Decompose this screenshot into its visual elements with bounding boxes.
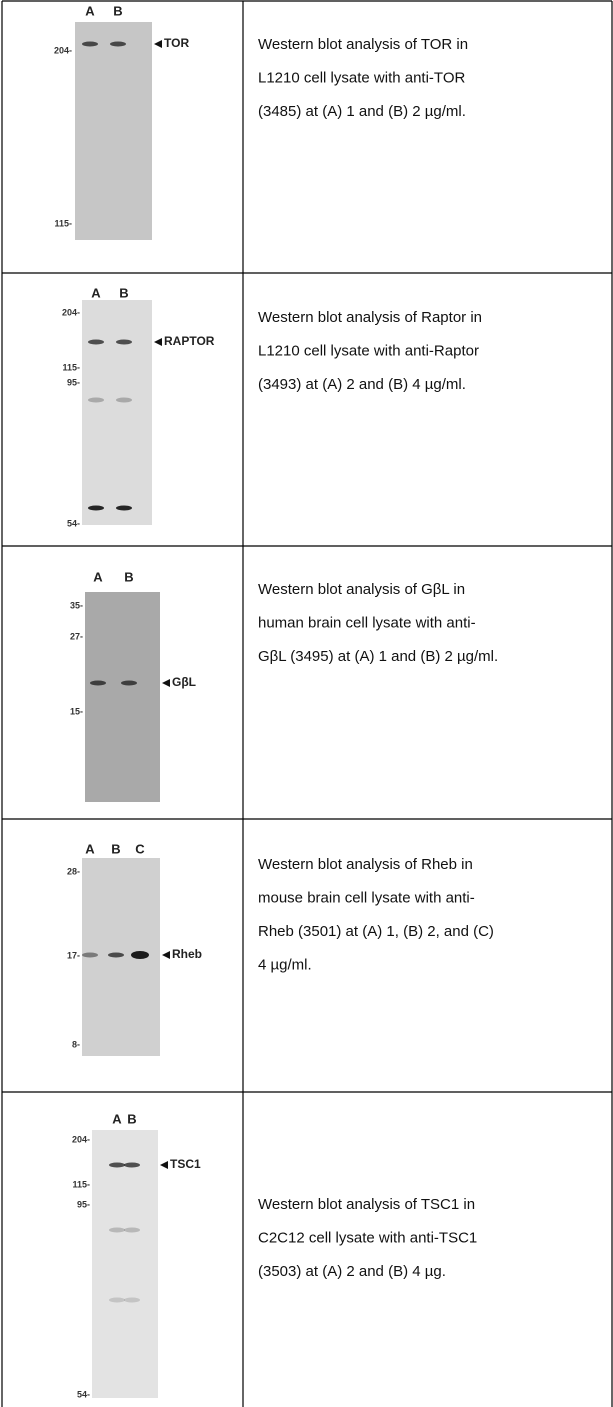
marker-label: 95- <box>67 377 80 387</box>
marker-label: 17- <box>67 950 80 960</box>
band <box>109 1228 125 1233</box>
marker-label: 8- <box>72 1039 80 1049</box>
marker-label: 204- <box>54 45 72 55</box>
caption-line: Western blot analysis of TOR in <box>258 36 468 53</box>
arrow <box>154 40 162 48</box>
caption-line: human brain cell lysate with anti- <box>258 614 476 631</box>
arrow <box>154 338 162 346</box>
caption-line: L1210 cell lysate with anti-Raptor <box>258 342 479 359</box>
caption-line: (3493) at (A) 2 and (B) 4 µg/ml. <box>258 376 466 393</box>
blot <box>75 22 152 240</box>
band <box>116 398 132 403</box>
marker-label: 204- <box>72 1134 90 1144</box>
band <box>121 681 137 686</box>
band <box>82 953 98 958</box>
band <box>131 951 149 959</box>
arrow <box>162 679 170 687</box>
page: AB204-115-TORWestern blot analysis of TO… <box>0 0 613 1407</box>
caption-line: Western blot analysis of Raptor in <box>258 309 482 326</box>
target-label: GβL <box>172 675 196 689</box>
marker-label: 27- <box>70 631 83 641</box>
marker-label: 115- <box>54 218 72 228</box>
caption-line: L1210 cell lysate with anti-TOR <box>258 69 465 86</box>
caption-line: Western blot analysis of TSC1 in <box>258 1196 475 1213</box>
band <box>116 506 132 511</box>
lane-label: A <box>112 1111 122 1126</box>
caption-line: 4 µg/ml. <box>258 956 312 973</box>
band <box>109 1298 125 1303</box>
lane-label: B <box>119 285 128 300</box>
lane-label: A <box>85 3 95 18</box>
band <box>82 42 98 47</box>
marker-label: 115- <box>72 1179 90 1189</box>
caption-line: mouse brain cell lysate with anti- <box>258 889 475 906</box>
band <box>110 42 126 47</box>
band <box>109 1163 125 1168</box>
lane-label: A <box>91 285 101 300</box>
blot <box>92 1130 158 1398</box>
marker-label: 28- <box>67 866 80 876</box>
arrow <box>162 951 170 959</box>
blot <box>85 592 160 802</box>
band <box>124 1163 140 1168</box>
caption-line: GβL (3495) at (A) 1 and (B) 2 µg/ml. <box>258 648 498 665</box>
target-label: Rheb <box>172 947 202 961</box>
marker-label: 204- <box>62 307 80 317</box>
marker-label: 54- <box>67 518 80 528</box>
caption-line: Western blot analysis of Rheb in <box>258 856 473 873</box>
caption-line: C2C12 cell lysate with anti-TSC1 <box>258 1229 477 1246</box>
band <box>88 398 104 403</box>
band <box>116 340 132 345</box>
marker-label: 95- <box>77 1199 90 1209</box>
arrow <box>160 1161 168 1169</box>
band <box>90 681 106 686</box>
lane-label: A <box>93 569 103 584</box>
lane-label: B <box>111 841 120 856</box>
caption-line: (3485) at (A) 1 and (B) 2 µg/ml. <box>258 103 466 120</box>
caption-line: (3503) at (A) 2 and (B) 4 µg. <box>258 1263 446 1280</box>
lane-label: B <box>124 569 133 584</box>
marker-label: 54- <box>77 1389 90 1399</box>
band <box>88 506 104 511</box>
lane-label: A <box>85 841 95 856</box>
band <box>108 953 124 958</box>
lane-label: B <box>113 3 122 18</box>
band <box>88 340 104 345</box>
band <box>124 1298 140 1303</box>
target-label: RAPTOR <box>164 334 215 348</box>
lane-label: B <box>127 1111 136 1126</box>
marker-label: 115- <box>62 362 80 372</box>
caption-line: Western blot analysis of GβL in <box>258 581 465 598</box>
target-label: TSC1 <box>170 1157 201 1171</box>
band <box>124 1228 140 1233</box>
caption-line: Rheb (3501) at (A) 1, (B) 2, and (C) <box>258 923 494 940</box>
lane-label: C <box>135 841 145 856</box>
marker-label: 15- <box>70 706 83 716</box>
target-label: TOR <box>164 36 189 50</box>
marker-label: 35- <box>70 600 83 610</box>
blot <box>82 300 152 525</box>
